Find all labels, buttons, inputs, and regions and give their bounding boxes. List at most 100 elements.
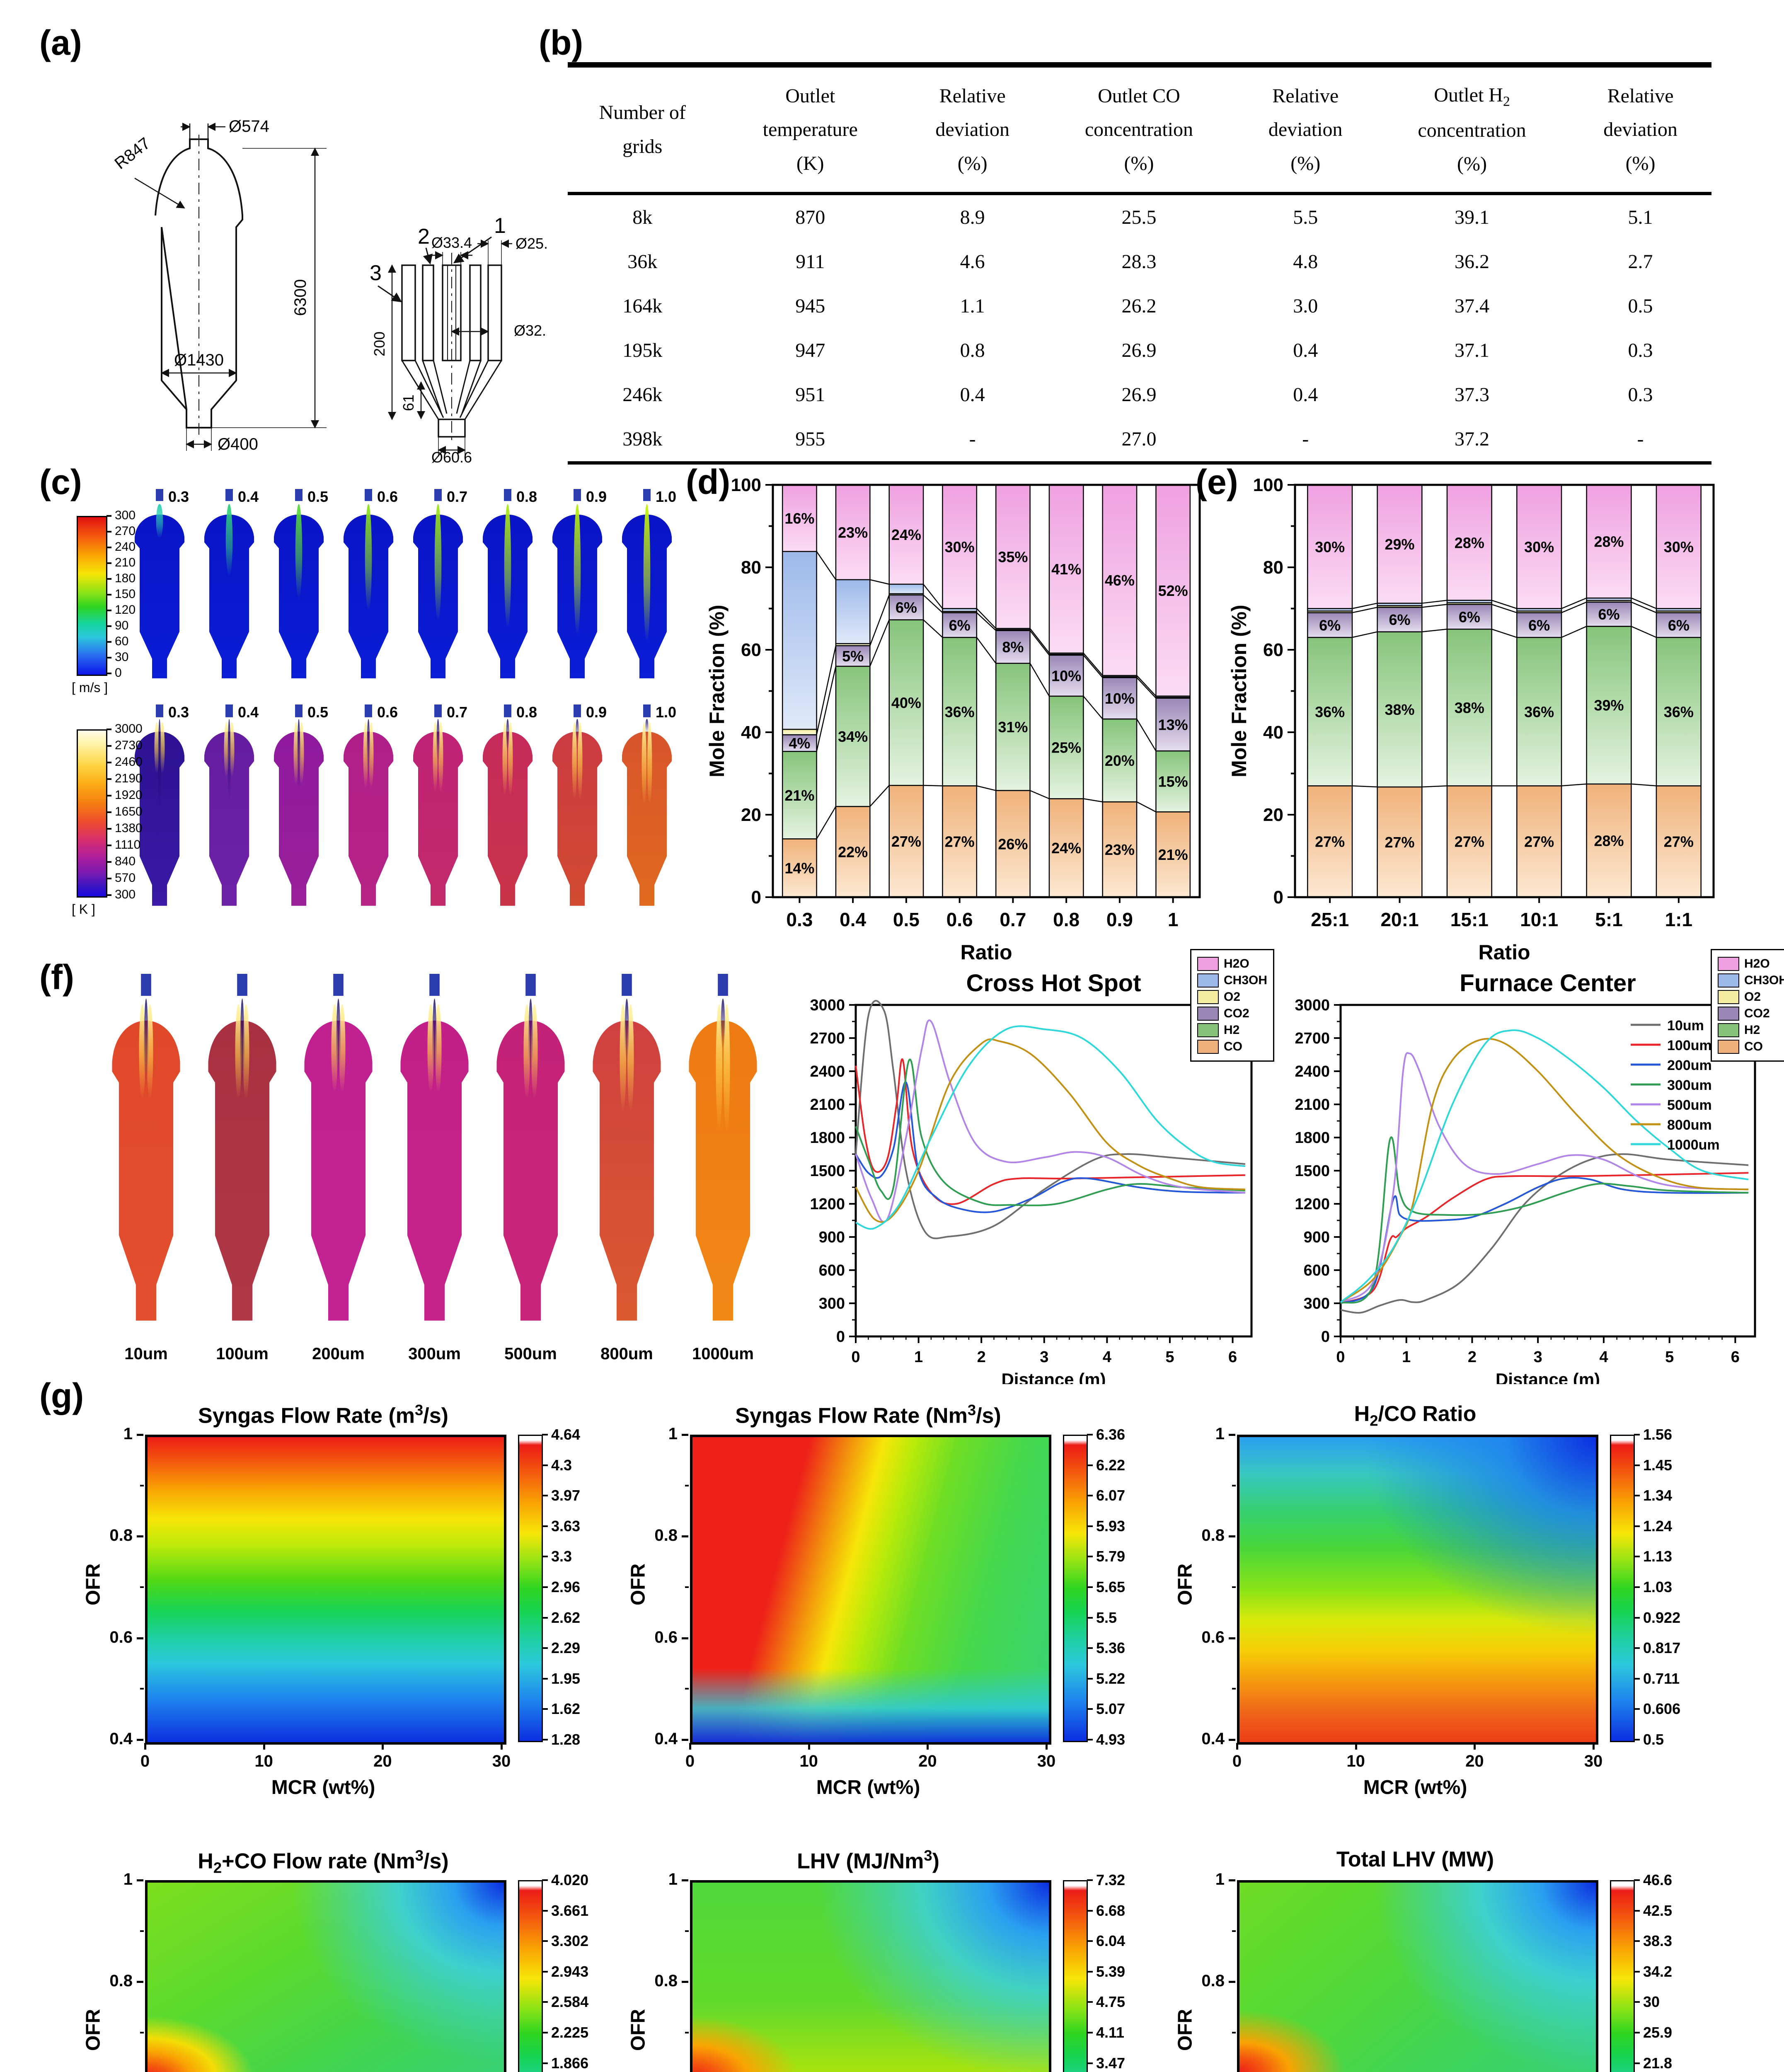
y-tick-label: 1200 <box>1295 1196 1330 1213</box>
y-tick-label: 1500 <box>810 1162 845 1180</box>
colorbar-tick-label: 270 <box>115 524 136 538</box>
bar-segment-H2 <box>1307 637 1353 787</box>
colorbar-tick-label: 2.96 <box>551 1578 581 1595</box>
flame-lobe <box>531 1004 538 1099</box>
colorbar-tick-label: 5.07 <box>1096 1700 1126 1718</box>
cold-core-streak <box>645 719 649 734</box>
bar-segment-label: 39% <box>1594 697 1624 714</box>
x-tick <box>1474 1743 1476 1750</box>
y-tick-label: 1800 <box>1295 1129 1330 1147</box>
y-tick-label: 1500 <box>1295 1162 1330 1180</box>
cold-core-streak <box>297 719 300 793</box>
bar-segment-label: 36% <box>1664 703 1694 720</box>
x-tick-label: 3 <box>1040 1348 1048 1366</box>
flame-lobe <box>578 722 583 799</box>
x-tick-label: 0.5 <box>893 909 920 930</box>
flame-lobe <box>523 1004 530 1099</box>
flame-lobe <box>139 1004 146 1099</box>
nozzle-icon <box>141 974 151 996</box>
legend-label: CH3OH <box>1744 973 1784 987</box>
ofr-value-label: 0.5 <box>307 704 329 721</box>
table-cell: 26.2 <box>1121 295 1157 317</box>
cold-core-streak <box>506 719 509 752</box>
ofr-value-label: 1.0 <box>656 704 677 721</box>
bar-segment-label: 24% <box>1051 840 1081 857</box>
colorbar-tick-label: 210 <box>115 556 136 569</box>
colorbar-tick <box>542 2032 548 2033</box>
colorbar-tick <box>542 1910 548 1912</box>
series-line-10um <box>1340 1153 1749 1314</box>
flame-lobe <box>433 722 438 792</box>
y-tick-label: 0.6 <box>109 1628 133 1646</box>
gasifier-contour <box>413 489 463 678</box>
y-tick <box>137 1879 143 1881</box>
vessel-body <box>208 1020 276 1321</box>
segment-connector <box>923 583 943 609</box>
y-minor-tick <box>685 1688 689 1690</box>
colorbar-tick <box>542 1556 548 1558</box>
sup-el: 3 <box>415 1402 424 1418</box>
x-tick-label: 5:1 <box>1595 909 1622 930</box>
bar-segment-H2O <box>1307 484 1353 609</box>
colorbar-tick <box>542 1495 548 1497</box>
colorbar-tick <box>107 845 111 846</box>
div-el: Number of <box>599 102 686 124</box>
x-tick <box>1355 1743 1357 1750</box>
flame-lobe <box>160 722 165 774</box>
dimension-line <box>378 285 402 303</box>
table-header-cell: Outlet temperature (K) <box>717 65 903 195</box>
bar-segment-CO <box>835 806 871 898</box>
nozzle-icon <box>365 704 372 717</box>
legend-label: H2 <box>1224 1023 1240 1037</box>
bar-segment-label: 13% <box>1158 716 1188 733</box>
bar-segment-H2 <box>942 637 978 787</box>
colorbar-tick-label: 7.32 <box>1096 1871 1126 1888</box>
colorbar-tick <box>1634 2062 1640 2064</box>
div-el: Relative <box>939 85 1006 107</box>
table-header-cell: Number of grids <box>568 65 717 195</box>
colorbar-tick-label: 1.62 <box>551 1700 581 1718</box>
segment-connector <box>1029 663 1050 697</box>
table-cell: 37.1 <box>1455 339 1490 361</box>
cold-core-streak <box>528 998 533 1075</box>
x-tick-label: 30 <box>1584 1752 1603 1770</box>
colorbar-tick <box>1087 2032 1093 2033</box>
x-tick-label: 3 <box>1534 1348 1542 1366</box>
bar-segment-label: 27% <box>945 833 975 850</box>
colorbar-tick-label: 6.07 <box>1096 1487 1126 1504</box>
div-el: grids <box>622 135 663 157</box>
y-tick-label: 1200 <box>810 1196 845 1213</box>
flame-lobe <box>154 722 159 774</box>
table-cell: 3.0 <box>1293 295 1318 317</box>
legend-label: O2 <box>1744 990 1761 1004</box>
bar-segment-CO <box>1377 786 1423 898</box>
heatmap-colorbar <box>1063 1435 1088 1742</box>
cold-core-streak <box>228 719 231 802</box>
table-cell: - <box>1637 428 1644 450</box>
segment-connector <box>869 620 890 667</box>
colorbar-tick <box>542 1617 548 1619</box>
colorbar-tick-label: 30 <box>1643 1993 1660 2011</box>
bar-segment-CO2 <box>995 630 1031 664</box>
bar-segment-CO <box>1446 785 1492 898</box>
bar-segment-label: 30% <box>1664 538 1694 555</box>
y-tick-label: 0.6 <box>654 1628 678 1646</box>
colorbar-tick <box>107 641 111 643</box>
bar-segment-label: 24% <box>891 526 921 543</box>
gasifier-contour <box>135 489 184 678</box>
y-tick <box>682 1981 688 1983</box>
div-el: Relative <box>1272 85 1339 107</box>
ofr-value-label: 0.3 <box>168 704 189 721</box>
temperature-colorbar <box>77 729 107 898</box>
colorbar-tick-label: 1.03 <box>1643 1578 1673 1595</box>
y-tick-label: 1 <box>123 1870 133 1888</box>
div-el: (%) <box>1290 152 1321 174</box>
nozzle-icon <box>574 489 581 501</box>
segment-connector <box>1029 630 1050 656</box>
x-tick-label: 15:1 <box>1450 909 1489 930</box>
colorbar-tick <box>542 2001 548 2003</box>
segment-connector <box>1352 607 1377 613</box>
ofr-value-label: 0.7 <box>447 488 468 505</box>
table-cell: 26.9 <box>1121 339 1157 361</box>
vessel-body <box>274 731 324 906</box>
